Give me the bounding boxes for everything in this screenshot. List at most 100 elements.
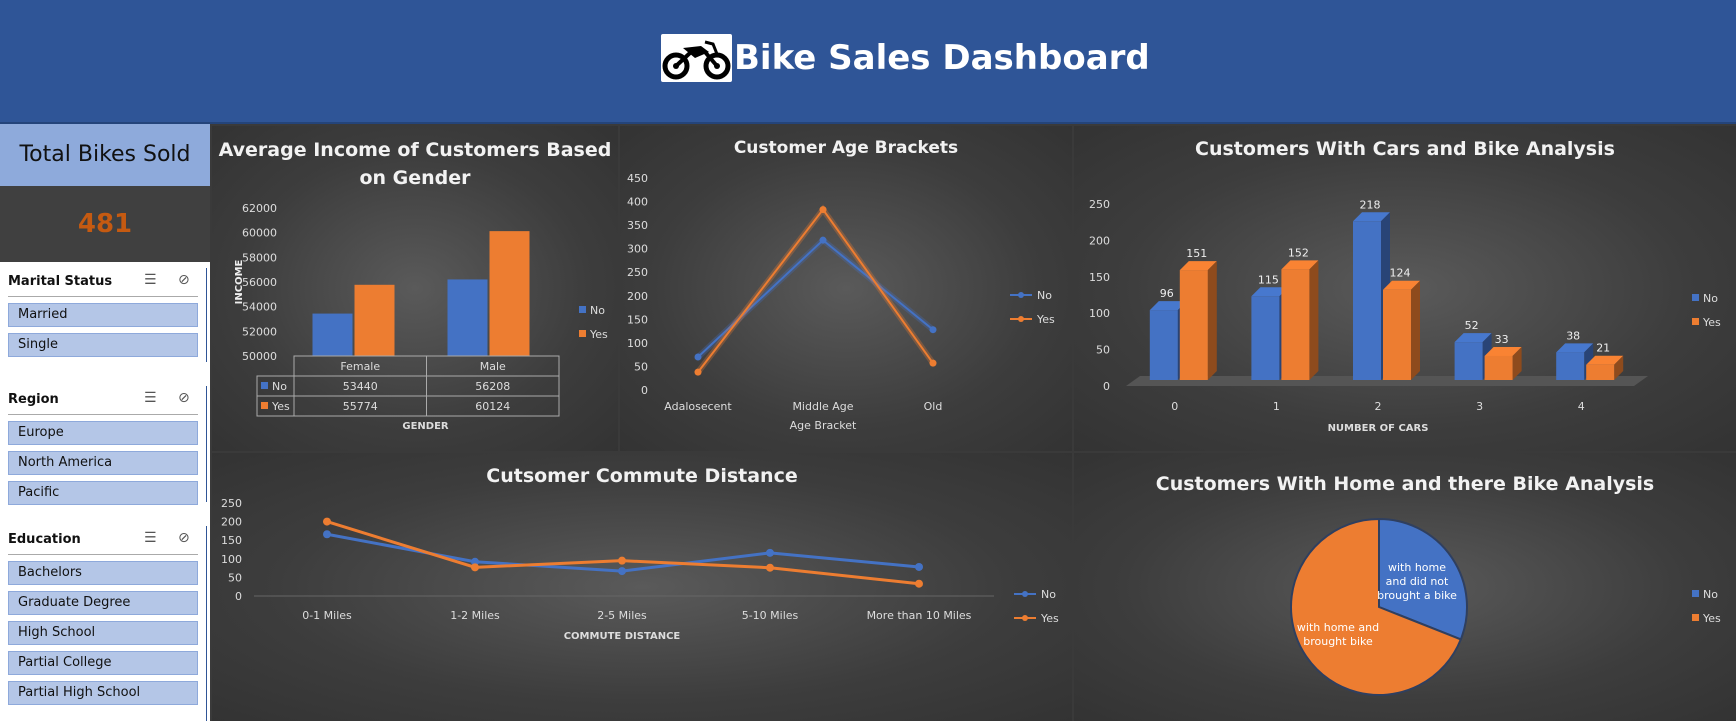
data-point [471, 557, 479, 566]
slicer-item-high-school[interactable]: High School [8, 621, 198, 645]
slicer-education: Education ☰ ⊘ Bachelors Graduate Degree … [0, 526, 207, 721]
data-point [929, 359, 937, 367]
slicer-item-pacific[interactable]: Pacific [8, 481, 198, 505]
bar-side [1309, 260, 1319, 380]
y-tick-label: 52000 [242, 325, 277, 338]
data-label: 52 [1465, 319, 1479, 332]
clear-filter-icon[interactable]: ⊘ [178, 272, 190, 288]
slicer-item-married[interactable]: Married [8, 303, 198, 327]
legend-label: No [1037, 289, 1052, 302]
x-tick-label: 1 [1273, 400, 1280, 413]
data-point [915, 579, 923, 588]
multi-select-icon[interactable]: ☰ [144, 390, 157, 406]
bar-top [1556, 343, 1594, 353]
slicer-title: Region [8, 392, 59, 407]
multi-select-icon[interactable]: ☰ [144, 530, 157, 546]
slicer-item-bachelors[interactable]: Bachelors [8, 561, 198, 585]
data-point [471, 563, 479, 572]
cars-bike-svg: 0 50 100 150 200 250 0 96 151 1 115 152 2 218 124 3 52 33… [1089, 198, 1721, 434]
slicer-item-europe[interactable]: Europe [8, 421, 198, 445]
legend-label: No [590, 304, 605, 317]
clear-filter-icon[interactable]: ⊘ [178, 530, 190, 546]
slicer-item-partial-high-school[interactable]: Partial High School [8, 681, 198, 705]
slicer-header: Education ☰ ⊘ [8, 526, 198, 555]
x-tick-label: Old [924, 400, 943, 413]
series-label: Yes [271, 400, 290, 413]
legend-swatch [1018, 316, 1024, 322]
bar [354, 284, 395, 356]
bar-top [1586, 355, 1624, 365]
x-tick-label: 0 [1171, 400, 1178, 413]
data-point [694, 353, 702, 361]
commute-distance-svg: 0 50 100 150 200 250 0-1 Miles 1-2 Miles 2-5 Mil… [221, 497, 1059, 642]
x-tick-label: 2 [1375, 400, 1382, 413]
clear-filter-icon[interactable]: ⊘ [178, 390, 190, 406]
slice-label: with home [1388, 561, 1446, 574]
slicer-marital-status: Marital Status ☰ ⊘ Married Single [0, 268, 207, 362]
chart-title: Customers With Home and there Bike Analy… [1155, 473, 1655, 495]
data-label: 218 [1360, 198, 1381, 211]
y-tick-label: 0 [1103, 380, 1110, 393]
bar [489, 231, 530, 356]
bar [1586, 364, 1615, 380]
y-tick-label: 100 [221, 553, 242, 566]
bar-top [1484, 346, 1522, 356]
slicer-item-north-america[interactable]: North America [8, 451, 198, 475]
income-gender-svg: 50000 52000 54000 56000 58000 60000 62000 INCOM… [234, 202, 608, 432]
y-tick-label: 62000 [242, 202, 277, 215]
bar [1556, 352, 1585, 380]
series-line [697, 207, 934, 373]
slicer-item-graduate-degree[interactable]: Graduate Degree [8, 591, 198, 615]
y-tick-label: 56000 [242, 276, 277, 289]
y-tick-label: 250 [627, 266, 648, 279]
bar [1179, 270, 1208, 380]
legend-label: Yes [1036, 313, 1055, 326]
data-label: 60124 [475, 400, 510, 413]
bar-top [1353, 212, 1390, 222]
age-brackets-svg: 0 50 100 150 200 250 300 350 400 450 Adalosecent Mi… [627, 172, 1055, 432]
bar-top [1383, 280, 1420, 290]
legend-label: No [1041, 588, 1056, 601]
bar-top [1149, 301, 1187, 311]
data-point [915, 562, 923, 571]
data-point [694, 368, 702, 376]
multi-select-icon[interactable]: ☰ [144, 272, 157, 288]
bar [312, 313, 353, 356]
x-tick-label: Adalosecent [664, 400, 732, 413]
x-tick-label: Male [480, 360, 506, 373]
y-tick-label: 200 [627, 290, 648, 303]
bar-side [1512, 346, 1522, 380]
bar-top [1179, 261, 1217, 271]
y-tick-label: 50 [228, 571, 242, 584]
chart-title: Average Income of Customers Based on Gen… [218, 139, 612, 189]
data-point [618, 556, 626, 565]
legend-label: Yes [1702, 316, 1721, 329]
data-label: 152 [1288, 246, 1309, 259]
page-title: Bike Sales Dashboard [734, 38, 1150, 78]
y-tick-label: 50 [634, 360, 648, 373]
slicer-item-single[interactable]: Single [8, 333, 198, 357]
slice-label: brought bike [1303, 635, 1373, 648]
series-line [326, 532, 920, 573]
slicer-item-partial-college[interactable]: Partial College [8, 651, 198, 675]
data-point [323, 517, 331, 526]
slicer-title: Marital Status [8, 274, 113, 289]
y-tick-label: 0 [641, 384, 648, 397]
legend-swatch [1022, 591, 1028, 597]
y-tick-label: 300 [627, 243, 648, 256]
legend-label: Yes [1702, 612, 1721, 625]
x-tick-label: Female [340, 360, 380, 373]
bar [1251, 296, 1280, 380]
data-label: 33 [1495, 333, 1509, 346]
y-tick-label: 60000 [242, 227, 277, 240]
slice-label: with home and [1297, 621, 1379, 634]
data-point [618, 567, 626, 576]
y-tick-label: 50 [1096, 344, 1110, 357]
x-axis-label: COMMUTE DISTANCE [564, 631, 681, 642]
home-bike-chart: Customers With Home and there Bike Analy… [1074, 453, 1736, 721]
data-label: 124 [1390, 267, 1411, 280]
legend-swatch [1692, 294, 1699, 301]
x-tick-label: 2-5 Miles [597, 609, 647, 622]
legend-label: Yes [1040, 612, 1059, 625]
